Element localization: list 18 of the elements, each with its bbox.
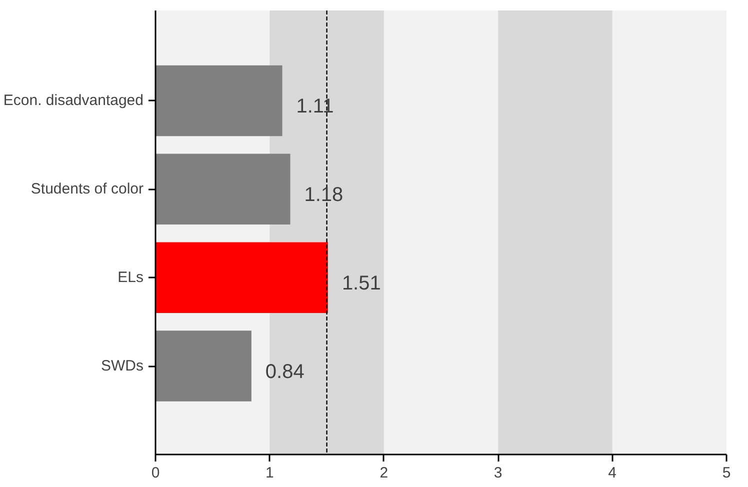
y-tick-label: Econ. disadvantaged xyxy=(3,92,144,110)
x-tick-label: 3 xyxy=(494,464,502,482)
y-tick-label: ELs xyxy=(118,269,144,286)
bar xyxy=(156,154,290,225)
x-tick-label: 1 xyxy=(266,464,274,482)
x-tick-label: 5 xyxy=(722,464,731,482)
y-tick-label: Students of color xyxy=(30,180,144,198)
data-label: 0.84 xyxy=(265,361,304,384)
x-tick-label: 2 xyxy=(380,464,388,482)
x-tick-label: 4 xyxy=(608,464,616,482)
bar xyxy=(156,65,282,136)
bar xyxy=(156,242,328,313)
x-tick-label: 0 xyxy=(151,464,160,482)
data-label: 1.18 xyxy=(304,184,344,206)
data-label: 1.11 xyxy=(296,96,334,118)
bar xyxy=(156,330,252,402)
data-label: 1.51 xyxy=(342,272,381,295)
y-tick-label: SWDs xyxy=(101,358,144,375)
